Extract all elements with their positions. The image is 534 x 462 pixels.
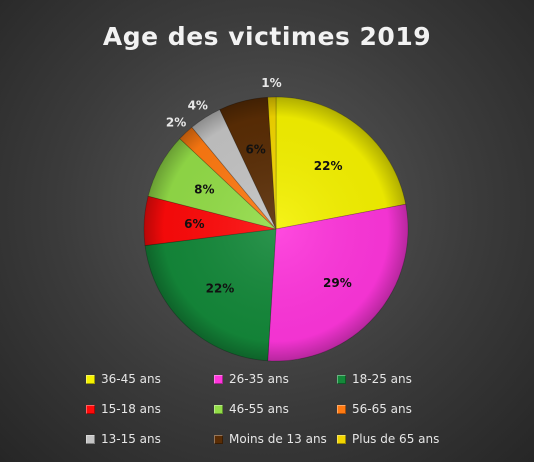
legend-swatch bbox=[337, 374, 346, 384]
legend-label: 46-55 ans bbox=[229, 402, 289, 416]
legend-swatch bbox=[86, 434, 95, 444]
legend-swatch bbox=[337, 404, 346, 414]
data-label-18-25-ans: 22% bbox=[206, 282, 235, 296]
data-label-plus-de-65-ans: 1% bbox=[261, 76, 281, 90]
chart-title: Age des victimes 2019 bbox=[102, 22, 432, 51]
legend-item-plus-de-65-ans: Plus de 65 ans bbox=[337, 432, 439, 446]
legend-item-56-65-ans: 56-65 ans bbox=[337, 402, 412, 416]
legend-label: 36-45 ans bbox=[101, 372, 161, 386]
legend-label: 15-18 ans bbox=[101, 402, 161, 416]
data-label-56-65-ans: 2% bbox=[166, 116, 186, 130]
legend-swatch bbox=[337, 434, 346, 444]
legend-label: 56-65 ans bbox=[352, 402, 412, 416]
legend-item-36-45-ans: 36-45 ans bbox=[86, 372, 161, 386]
data-label-26-35-ans: 29% bbox=[323, 276, 352, 290]
data-label-46-55-ans: 8% bbox=[194, 183, 214, 197]
data-label-15-18-ans: 6% bbox=[184, 217, 204, 231]
data-label-moins-de-13-ans: 6% bbox=[245, 143, 265, 157]
legend-label: 18-25 ans bbox=[352, 372, 412, 386]
legend-swatch bbox=[214, 374, 223, 384]
legend-item-13-15-ans: 13-15 ans bbox=[86, 432, 161, 446]
legend-item-46-55-ans: 46-55 ans bbox=[214, 402, 289, 416]
data-label-13-15-ans: 4% bbox=[188, 99, 208, 113]
legend-item-18-25-ans: 18-25 ans bbox=[337, 372, 412, 386]
legend-swatch bbox=[86, 404, 95, 414]
legend-label: 26-35 ans bbox=[229, 372, 289, 386]
legend-label: 13-15 ans bbox=[101, 432, 161, 446]
legend-swatch bbox=[214, 404, 223, 414]
legend-item-moins-de-13-ans: Moins de 13 ans bbox=[214, 432, 327, 446]
legend-item-15-18-ans: 15-18 ans bbox=[86, 402, 161, 416]
pie-data-labels: 22% 29% 22% 6% 8% 2%4% 6% 1% bbox=[166, 76, 352, 296]
legend-label: Moins de 13 ans bbox=[229, 432, 327, 446]
legend-label: Plus de 65 ans bbox=[352, 432, 440, 446]
legend-swatch bbox=[214, 434, 223, 444]
legend-item-26-35-ans: 26-35 ans bbox=[214, 372, 289, 386]
legend-swatch bbox=[86, 374, 95, 384]
data-label-36-45-ans: 22% bbox=[314, 159, 343, 173]
